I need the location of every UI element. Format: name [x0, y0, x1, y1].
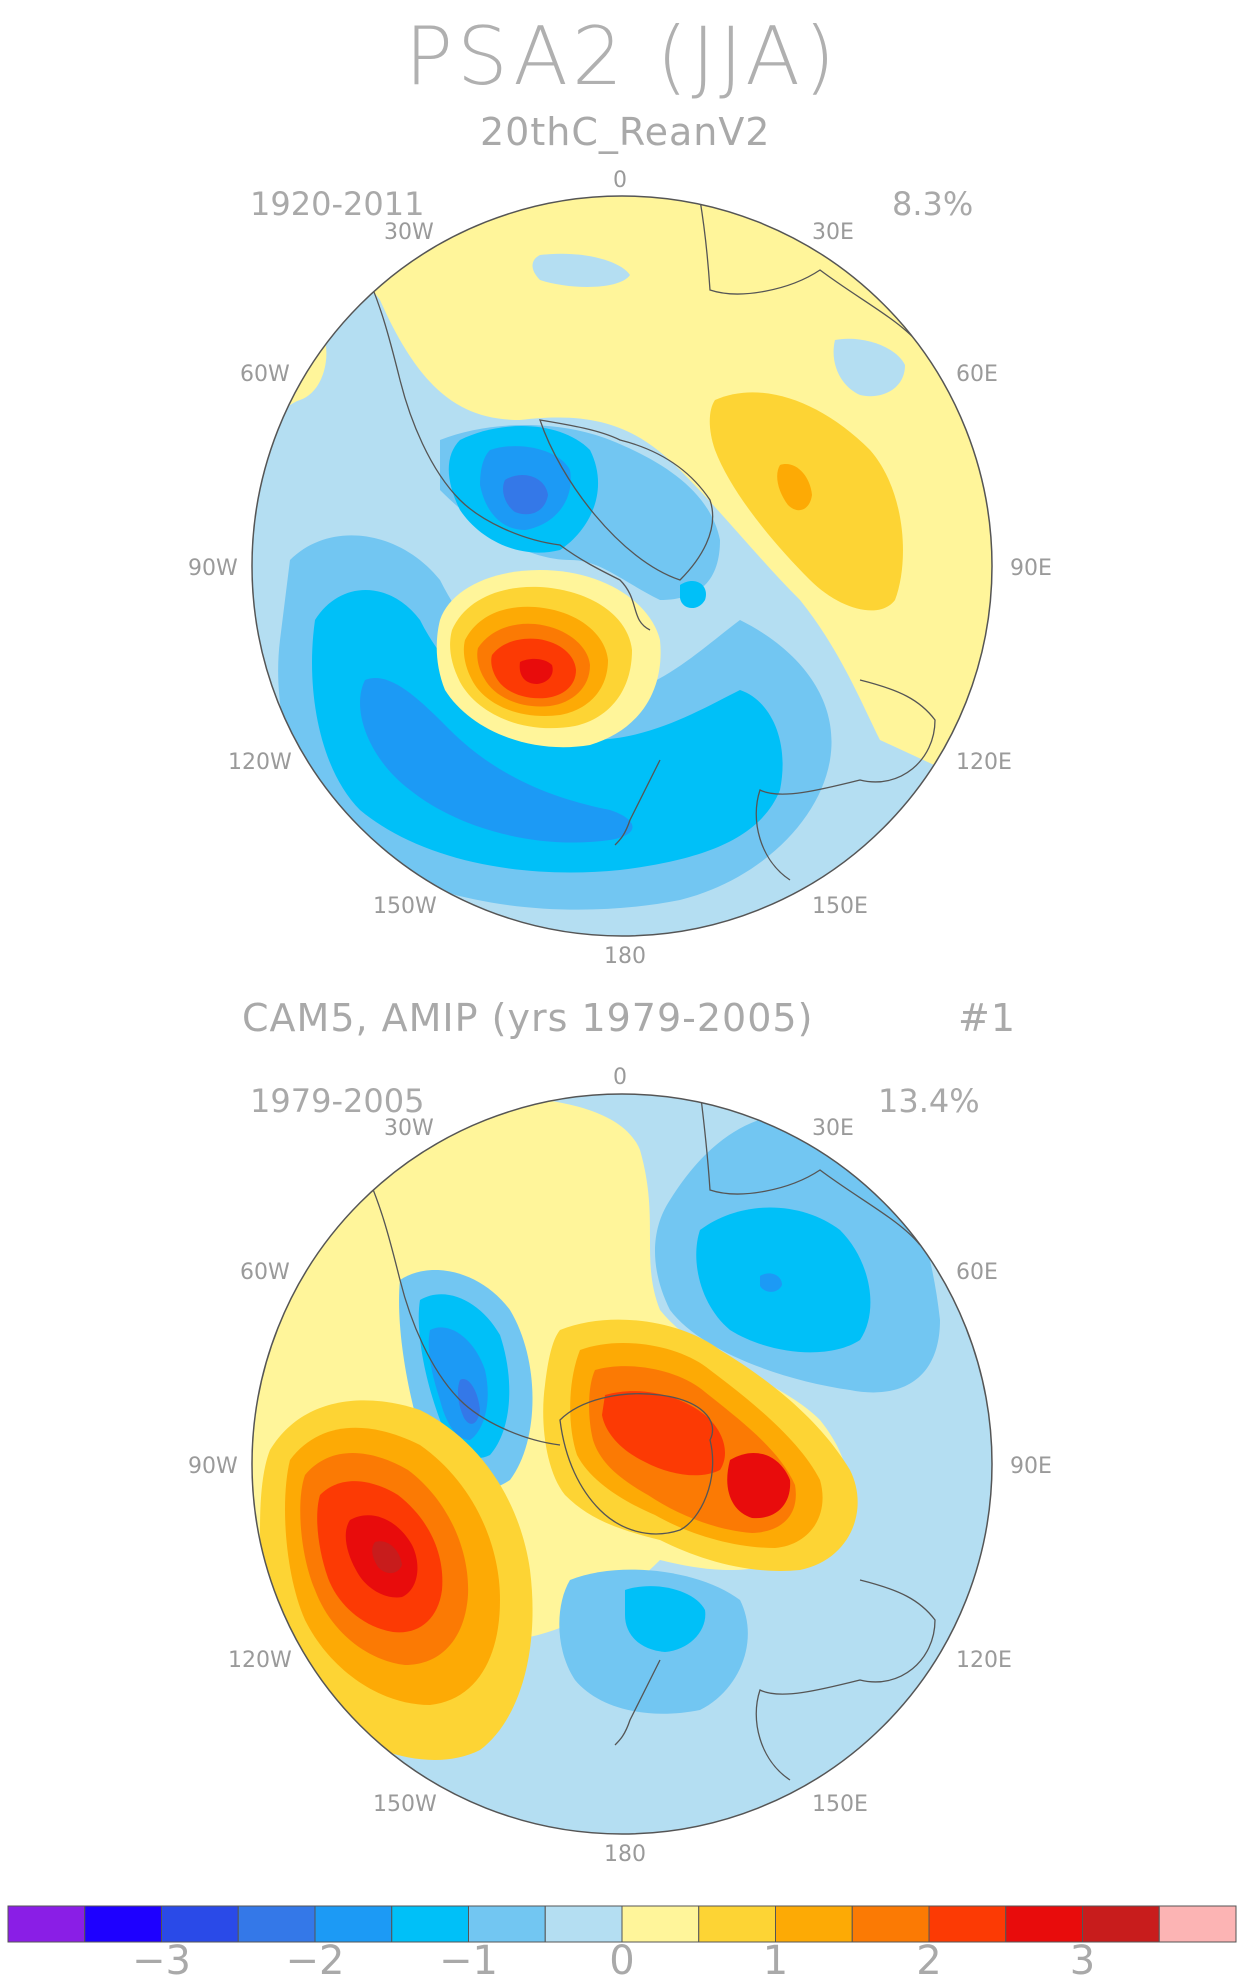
- panel2-variance: 13.4%: [878, 1082, 980, 1120]
- colorbar-swatch: [1005, 1905, 1083, 1943]
- panel2-subtitle: CAM5, AMIP (yrs 1979-2005): [242, 996, 814, 1040]
- colorbar-swatch: [851, 1905, 930, 1943]
- panel1-map: [252, 196, 992, 936]
- panel1-lon-120e: 120E: [956, 750, 1012, 775]
- colorbar-tick-label: 3: [1069, 1938, 1096, 1984]
- colorbar-swatch: [161, 1905, 239, 1943]
- panel1-lon-120w: 120W: [228, 750, 292, 775]
- colorbar: [7, 1905, 1237, 1943]
- colorbar-swatch: [928, 1905, 1007, 1943]
- panel1-map-border: [251, 195, 993, 937]
- colorbar-tick-label: 1: [762, 1938, 789, 1984]
- panel2-lon-150e: 150E: [812, 1792, 868, 1817]
- panel1-lon-30e: 30E: [812, 220, 854, 245]
- panel2-lon-150w: 150W: [373, 1792, 437, 1817]
- panel2-map-border: [251, 1093, 993, 1835]
- panel2-period: 1979-2005: [250, 1082, 425, 1120]
- panel1-lon-90e: 90E: [1010, 556, 1052, 581]
- colorbar-swatch: [698, 1905, 776, 1943]
- figure-title: PSA2 (JJA): [404, 10, 840, 103]
- colorbar-tick-label: 0: [609, 1938, 635, 1984]
- panel2-lon-90w: 90W: [188, 1454, 238, 1479]
- panel1-lon-150w: 150W: [373, 894, 437, 919]
- panel1-lon-60e: 60E: [956, 362, 998, 387]
- colorbar-swatch: [1158, 1905, 1237, 1943]
- panel2-lon-30e: 30E: [812, 1116, 854, 1141]
- colorbar-tick-label: −2: [285, 1938, 345, 1984]
- panel2-lon-60w: 60W: [240, 1260, 290, 1285]
- panel1-subtitle: 20thC_ReanV2: [480, 110, 771, 154]
- panel1-variance: 8.3%: [892, 185, 974, 223]
- panel2-lon-60e: 60E: [956, 1260, 998, 1285]
- panel2-lon-0: 0: [613, 1065, 627, 1090]
- panel1-lon-180: 180: [604, 944, 646, 969]
- colorbar-swatch: [621, 1905, 700, 1943]
- colorbar-tick-label: −3: [132, 1938, 191, 1984]
- colorbar-swatch: [84, 1905, 162, 1943]
- colorbar-tick-label: −1: [439, 1938, 498, 1984]
- panel2-lon-180: 180: [604, 1842, 646, 1867]
- panel2-lon-120e: 120E: [956, 1648, 1012, 1673]
- panel1-lon-90w: 90W: [188, 556, 238, 581]
- colorbar-swatch: [775, 1905, 853, 1943]
- panel1-period: 1920-2011: [250, 185, 425, 223]
- colorbar-swatch: [391, 1905, 469, 1943]
- panel2-lon-120w: 120W: [228, 1648, 292, 1673]
- panel2-subtitle-right: #1: [958, 996, 1017, 1040]
- colorbar-swatch: [237, 1905, 316, 1943]
- colorbar-swatch: [314, 1905, 393, 1943]
- panel2-lon-30w: 30W: [384, 1116, 434, 1141]
- panel2-lon-90e: 90E: [1010, 1454, 1052, 1479]
- panel1-lon-60w: 60W: [240, 362, 290, 387]
- colorbar-swatch: [468, 1905, 546, 1943]
- panel1-lon-0: 0: [613, 168, 627, 193]
- panel1-lon-30w: 30W: [384, 220, 434, 245]
- colorbar-swatch: [7, 1905, 86, 1943]
- panel2-map: [252, 1094, 992, 1834]
- colorbar-tick-label: 2: [916, 1938, 942, 1984]
- panel1-lon-150e: 150E: [812, 894, 868, 919]
- colorbar-swatch: [544, 1905, 623, 1943]
- colorbar-swatch: [1082, 1905, 1160, 1943]
